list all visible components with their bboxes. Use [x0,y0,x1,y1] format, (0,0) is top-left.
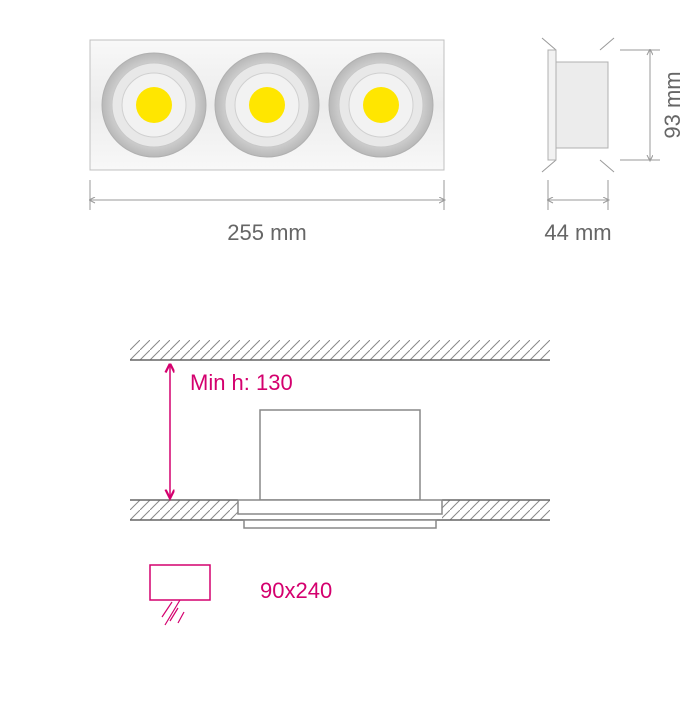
lamp-3 [329,53,433,157]
depth-label: 44 mm [544,220,611,245]
ceiling-hatch-bottom-right [442,500,550,520]
side-view [542,38,614,172]
cutout-saw-icon [162,600,184,625]
lamp-2 [215,53,319,157]
led-1 [136,87,172,123]
led-2 [249,87,285,123]
fixture-trim [244,520,436,528]
section-view: Min h: 130 [130,340,550,528]
min-h-label: Min h: 130 [190,370,293,395]
ceiling-hatch-bottom-left [130,500,238,520]
dim-height: 93 mm [620,50,685,160]
cutout-icon-rect [150,565,210,600]
diagram-svg: 255 mm 44 mm 93 mm Min h: 130 [0,0,700,700]
fixture-flange [238,500,442,514]
cutout-label: 90x240 [260,578,332,603]
height-label: 93 mm [660,71,685,138]
lamp-1 [102,53,206,157]
cutout-group: 90x240 [150,565,332,625]
led-3 [363,87,399,123]
front-view [90,40,444,170]
width-label: 255 mm [227,220,306,245]
dim-depth: 44 mm [544,180,611,245]
diagram-container: 255 mm 44 mm 93 mm Min h: 130 [0,0,700,700]
ceiling-hatch-top [130,340,550,360]
fixture-body [260,410,420,500]
dim-width: 255 mm [90,180,444,245]
